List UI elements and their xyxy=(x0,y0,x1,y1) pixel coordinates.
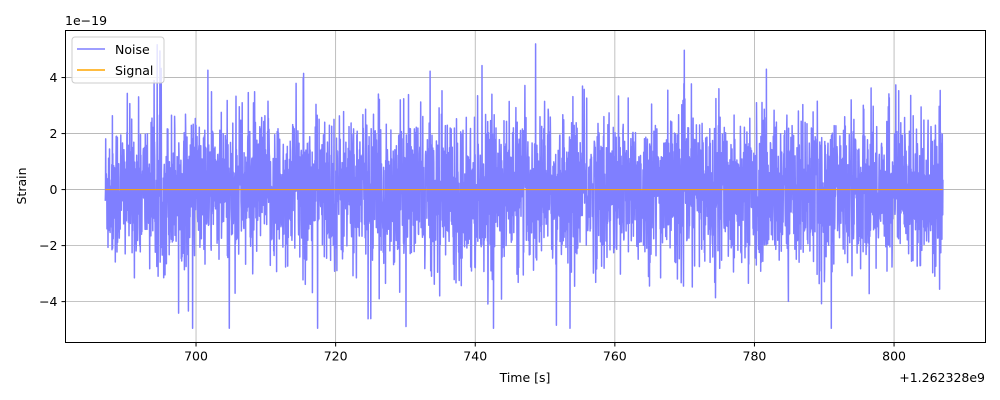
legend-signal-label: Signal xyxy=(115,63,153,78)
y-tick-label: 4 xyxy=(50,70,58,85)
legend-noise-label: Noise xyxy=(115,42,150,57)
ticks: 700 720 740 760 780 800 −4 −2 0 2 4 xyxy=(39,70,906,363)
y-scale-label: 1e−19 xyxy=(65,13,107,28)
x-tick-label: 800 xyxy=(882,349,906,364)
legend: Noise Signal xyxy=(71,36,165,84)
x-tick-label: 700 xyxy=(184,349,208,364)
x-tick-label: 720 xyxy=(324,349,348,364)
plot-area xyxy=(104,43,944,329)
x-offset-label: +1.262328e9 xyxy=(899,370,985,385)
y-tick-label: −4 xyxy=(39,294,57,309)
x-axis-label: Time [s] xyxy=(499,370,551,385)
y-tick-label: 0 xyxy=(50,182,58,197)
y-tick-label: −2 xyxy=(39,238,57,253)
x-tick-label: 780 xyxy=(743,349,767,364)
x-tick-label: 740 xyxy=(463,349,487,364)
noise-series-line xyxy=(104,43,944,329)
axes-frame xyxy=(65,30,986,343)
x-tick-label: 760 xyxy=(603,349,627,364)
y-axis-label: Strain xyxy=(14,167,29,204)
y-tick-label: 2 xyxy=(50,126,58,141)
